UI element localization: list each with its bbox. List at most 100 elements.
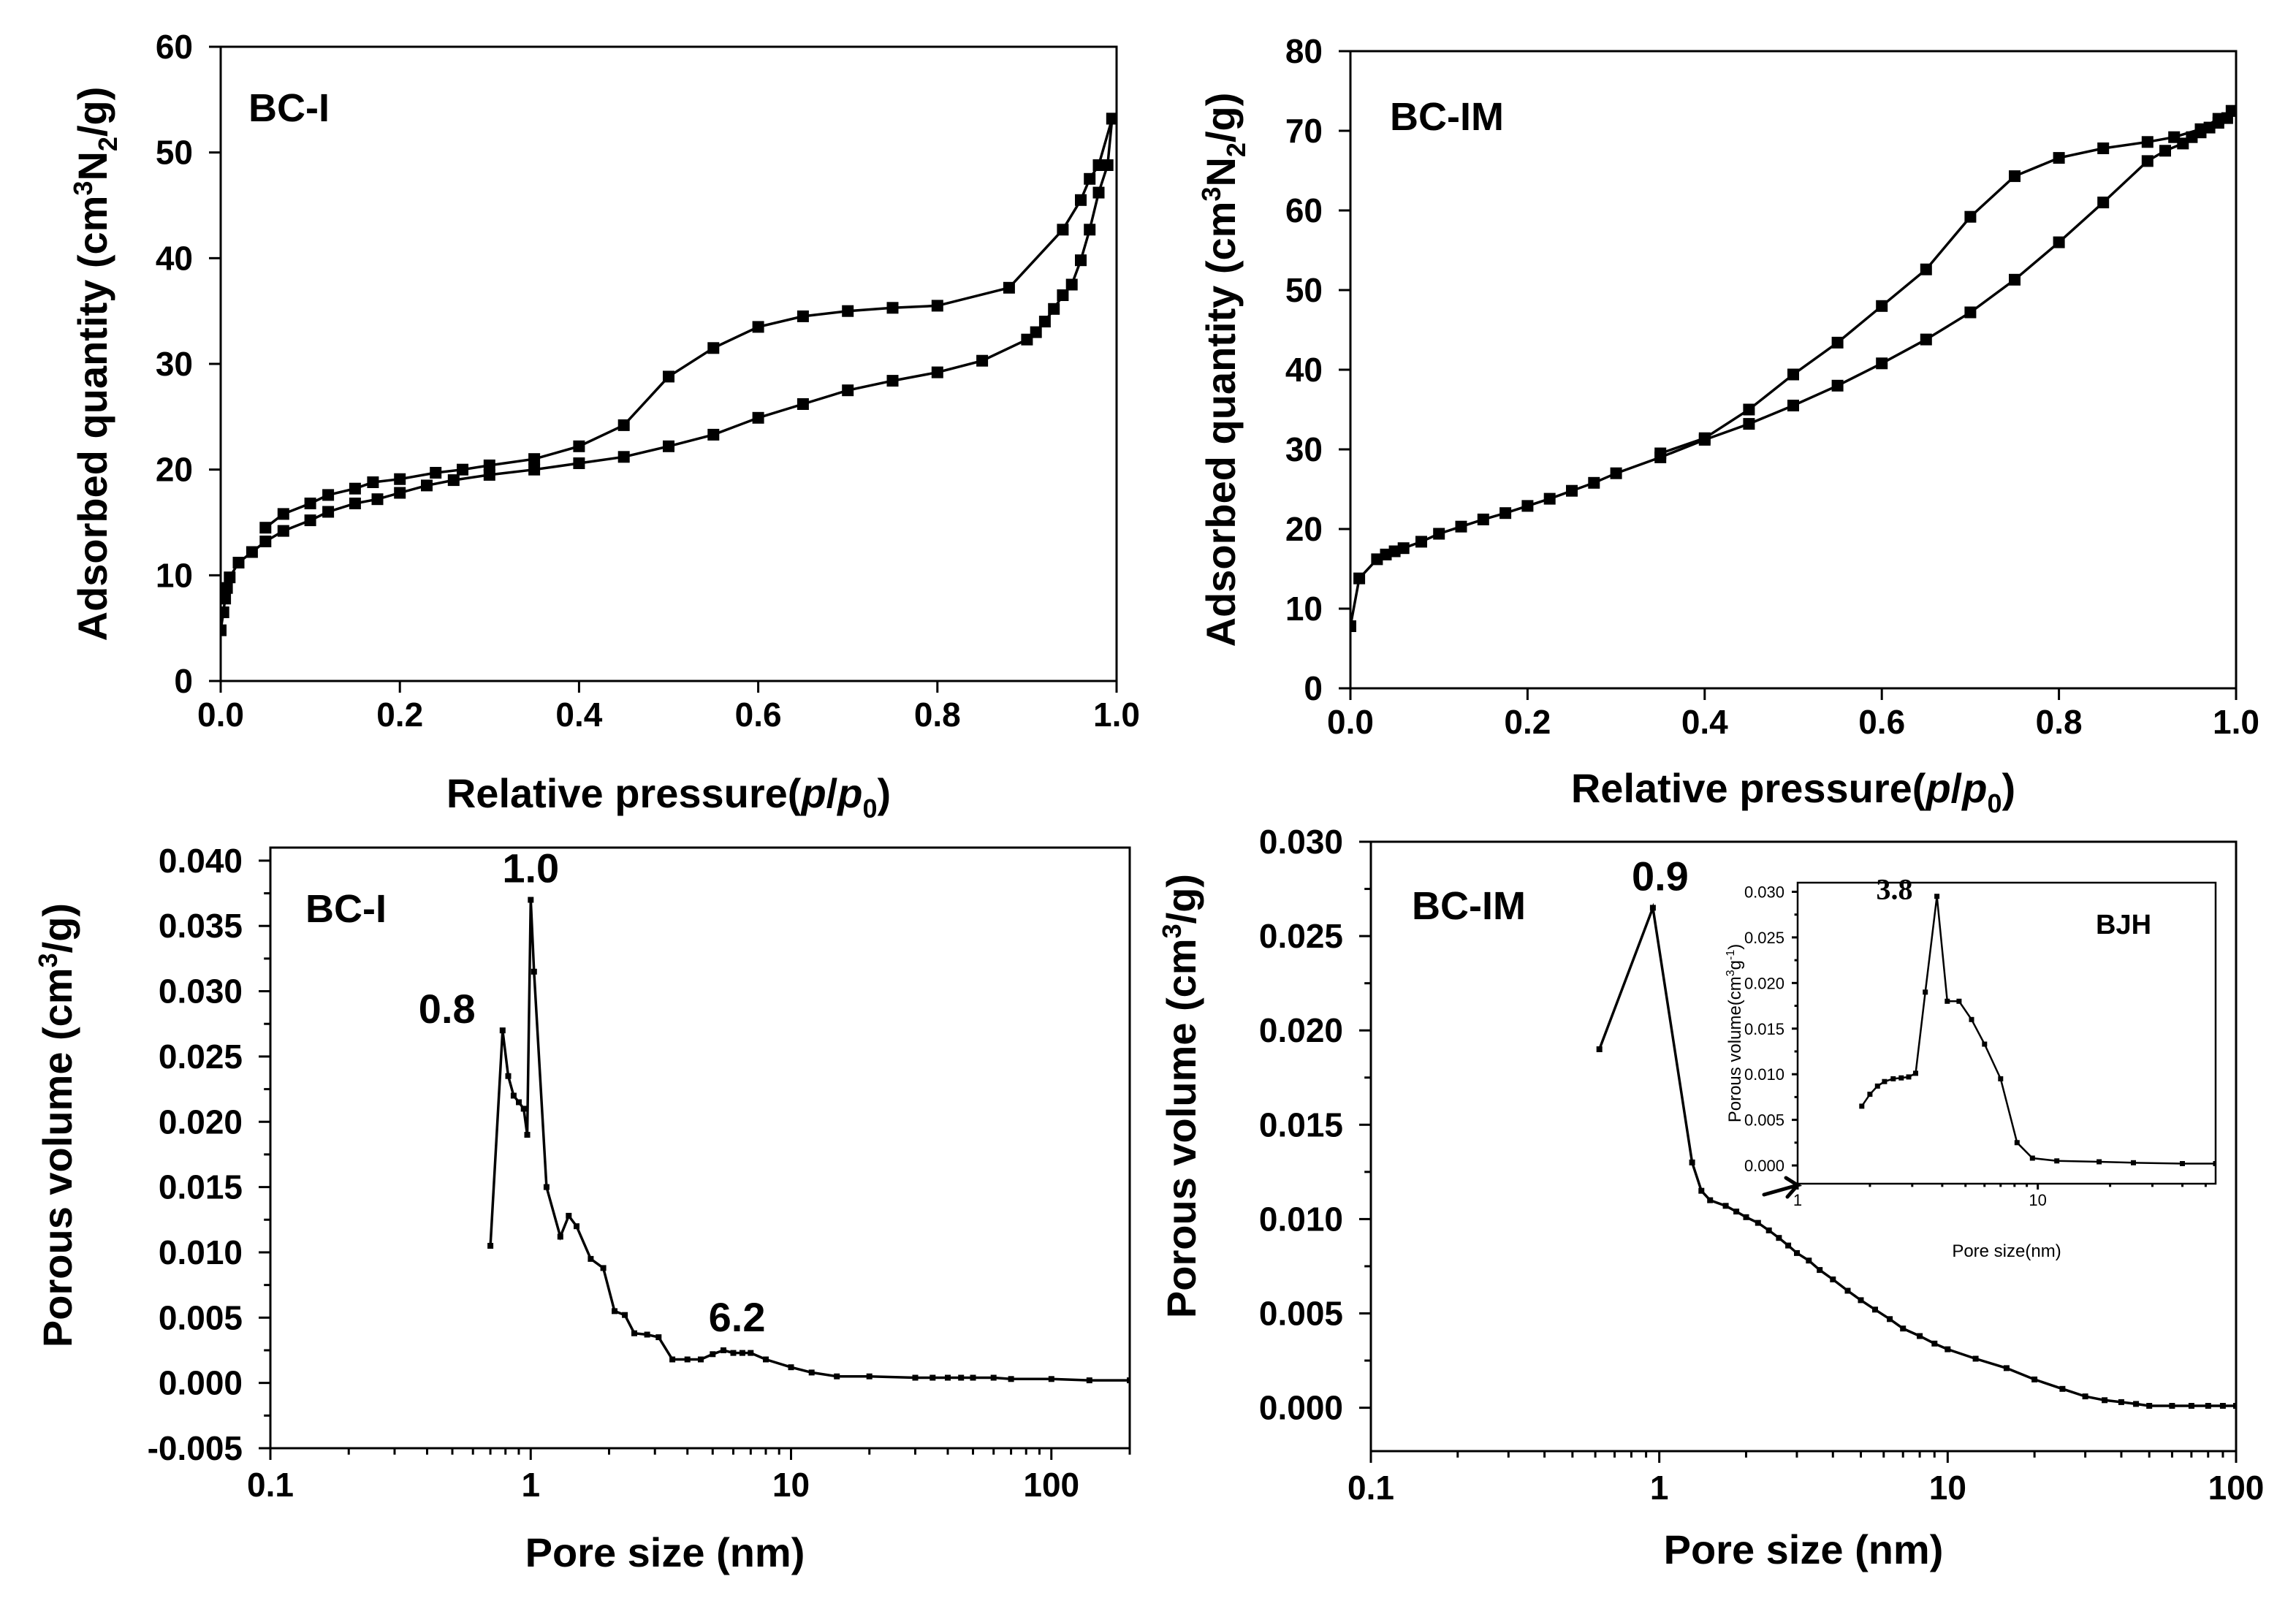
data-point	[1048, 1376, 1054, 1382]
data-point	[834, 1373, 840, 1380]
data-point	[1765, 1227, 1772, 1233]
x-tick-label: 1	[521, 1466, 540, 1504]
data-point	[2082, 1393, 2088, 1400]
data-point	[1743, 1214, 1749, 1220]
series-line	[489, 899, 1130, 1382]
y-tick-label: 0.020	[1744, 974, 1784, 992]
data-point	[1867, 1092, 1873, 1097]
data-point	[2169, 1403, 2175, 1409]
y-tick-label: 80	[1285, 32, 1323, 70]
panel-title: BJH	[2096, 910, 2151, 940]
x-axis-label: Pore size (nm)	[1664, 1526, 1944, 1572]
data-point	[1415, 536, 1427, 548]
data-point	[1057, 289, 1069, 301]
x-tick-label: 0.0	[1327, 703, 1374, 741]
y-tick-label: 60	[1285, 191, 1323, 229]
data-point	[2003, 1365, 2010, 1371]
data-point	[2219, 1403, 2226, 1409]
data-point	[322, 489, 335, 501]
data-point	[1787, 400, 1799, 411]
x-tick-label: 0.1	[247, 1466, 294, 1504]
plot-frame	[269, 846, 1131, 1450]
y-axis-label: Porous volume (cm3/g)	[33, 903, 80, 1347]
panel-bc-im-pore-size: 0.1 1 10 100 0.000 0.005 0.010 0.015 0.020 0.025…	[1157, 823, 2264, 1572]
data-point	[1874, 1083, 1880, 1089]
data-point	[1455, 520, 1467, 533]
y-tick-label: 50	[1285, 271, 1323, 309]
data-point	[808, 1369, 815, 1376]
data-point	[931, 366, 943, 378]
data-point	[520, 1106, 527, 1112]
data-point	[394, 473, 406, 485]
data-point	[421, 479, 433, 492]
y-tick-label: 0.010	[1744, 1065, 1784, 1084]
data-point	[1596, 1046, 1603, 1052]
data-point	[958, 1374, 965, 1381]
data-point	[1882, 1078, 1888, 1084]
plot-frame	[1796, 881, 2217, 1185]
data-point	[1858, 1297, 1864, 1304]
x-axis-label: Relative pressure(p/p0)	[446, 770, 891, 823]
y-tick-label: 0	[174, 662, 193, 700]
data-point	[931, 300, 943, 312]
y-tick-label: 0.020	[1259, 1011, 1343, 1049]
data-series	[1859, 894, 2216, 1166]
series-line	[1860, 896, 2216, 1165]
data-point	[886, 375, 899, 387]
data-point	[1972, 1355, 1979, 1362]
data-point	[1433, 528, 1445, 540]
data-point	[557, 1233, 563, 1240]
data-point	[1075, 194, 1087, 206]
data-point	[1588, 476, 1600, 489]
data-point	[1945, 998, 1950, 1004]
data-point	[990, 1374, 997, 1381]
peak-label: 1.0	[502, 845, 559, 891]
data-point	[2180, 1161, 2185, 1166]
data-point	[617, 451, 630, 463]
data-point	[1350, 620, 1356, 632]
data-point	[739, 1350, 745, 1356]
data-point	[698, 1356, 704, 1363]
data-point	[1923, 989, 1928, 995]
data-point	[2118, 1399, 2124, 1405]
y-tick-label: 0.005	[1259, 1295, 1343, 1333]
data-point	[2141, 155, 2154, 167]
data-point	[1654, 447, 1667, 460]
data-point	[748, 1350, 754, 1356]
data-point	[1964, 306, 1977, 319]
data-point	[246, 546, 258, 558]
y-tick-label: 0	[1304, 669, 1323, 707]
data-point	[322, 506, 335, 518]
data-point	[886, 302, 899, 314]
y-axis: -0.005 0.000 0.005 0.010 0.015 0.020 0.025 0.03…	[148, 842, 270, 1467]
y-tick-label: 0.025	[159, 1038, 243, 1076]
data-point	[1743, 403, 1755, 416]
data-point	[730, 1350, 737, 1356]
panel-title: BC-I	[248, 86, 330, 130]
data-point	[510, 1092, 517, 1099]
y-axis-label: Porous volume(cm3g-1)	[1725, 944, 1745, 1123]
data-point	[2014, 1140, 2020, 1146]
x-tick-label: 100	[2208, 1469, 2265, 1507]
data-point	[1543, 492, 1556, 505]
data-point	[970, 1374, 976, 1381]
data-point	[1806, 1258, 1812, 1264]
data-point	[842, 384, 854, 397]
data-point	[644, 1331, 650, 1338]
panel-bc-i-pore-size: 0.1 1 10 100 -0.005 0.000 0.005 0.010 0.015 0.02…	[33, 842, 1131, 1575]
data-point	[1030, 326, 1042, 338]
data-point	[669, 1356, 676, 1363]
data-point	[2194, 123, 2207, 135]
y-tick-label: 10	[1285, 590, 1323, 628]
data-point	[1906, 1074, 1912, 1080]
data-point	[528, 463, 541, 476]
data-point	[1353, 572, 1366, 585]
inset-pointer-arrow	[1762, 1176, 1803, 1199]
data-point	[1969, 1016, 1974, 1022]
data-point	[2097, 142, 2110, 154]
y-tick-label: 20	[1285, 510, 1323, 548]
data-point	[1499, 507, 1512, 520]
data-point	[1872, 1306, 1878, 1313]
data-point	[232, 557, 245, 568]
data-point	[1785, 1242, 1792, 1249]
